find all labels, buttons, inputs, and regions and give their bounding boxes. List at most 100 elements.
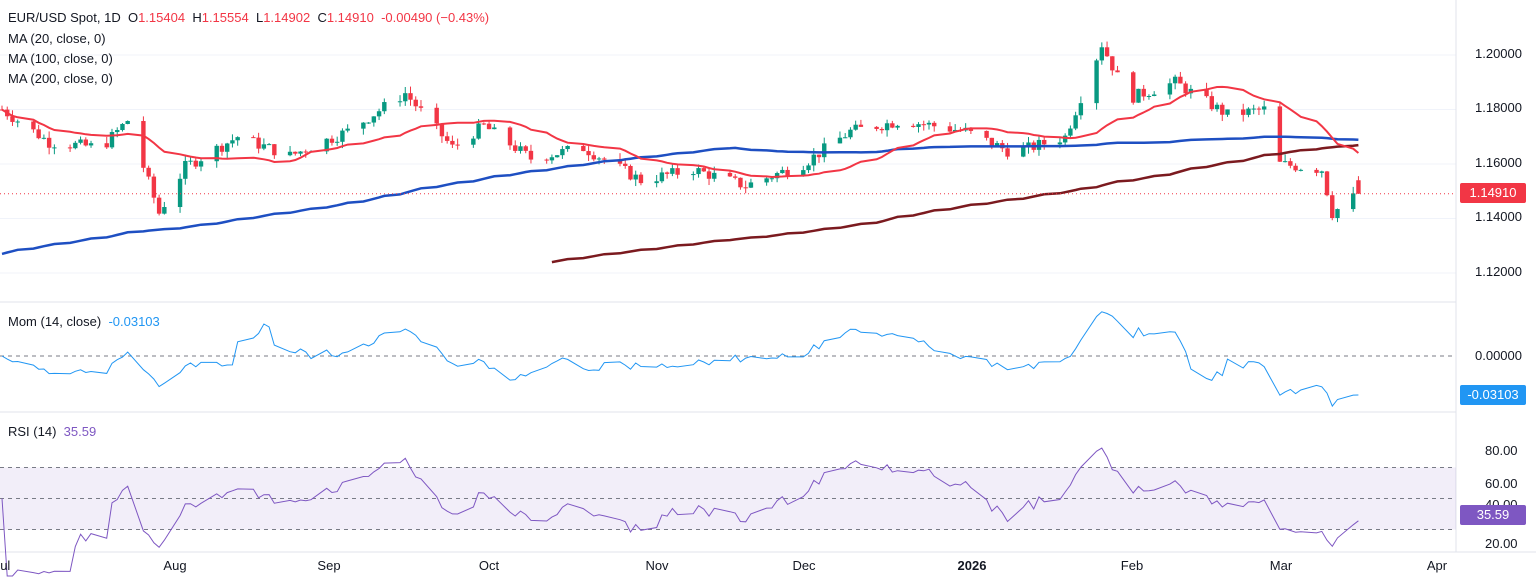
candle-body [1172,76,1178,84]
symbol-title: EUR/USD Spot, 1D [8,10,121,25]
candle-body [439,123,445,137]
candle-body [743,187,748,189]
candle-body [921,124,926,126]
candle-body [1094,60,1099,104]
candle-body [523,146,528,151]
candle-body [1314,169,1319,173]
candle-body [507,127,513,146]
rsi-value-legend: 35.59 [63,424,97,439]
candle-body [727,172,733,177]
candle-body [52,147,57,149]
mom-tick: 0.00000 [1475,348,1522,363]
rsi-legend: RSI (14) 35.59 [8,422,96,441]
mom-label: Mom (14, close) [8,314,102,329]
candle-body [706,171,712,179]
x-tick-oct: Oct [478,558,500,573]
candle-body [623,163,628,166]
candle-body [733,176,738,178]
candle-body [1277,106,1283,162]
candle-body [450,140,455,145]
candle-body [591,155,597,160]
candle-body [696,168,701,175]
candle-body [162,207,167,214]
candle-body [1183,83,1188,94]
low-value: 1.14902 [263,10,311,25]
candle-body [486,123,492,130]
candle-body [1068,128,1073,136]
candle-body [586,151,591,156]
candle-body [848,129,853,138]
price-tick: 1.16000 [1475,155,1522,170]
candle-body [926,122,932,125]
candle-body [884,123,890,131]
candle-body [1151,94,1157,97]
candle-body [151,176,157,198]
candle-body [596,158,602,160]
candle-body [1256,108,1262,110]
rsi-tick: 80.00 [1485,443,1518,458]
candle-body [324,138,329,152]
candle-body [455,144,460,146]
candle-body [1057,142,1063,145]
candle-body [1241,109,1246,115]
candle-body [801,170,806,177]
candle-body [1298,169,1304,171]
candle-body [413,99,418,107]
candle-body [434,107,439,124]
candle-body [565,146,570,150]
candle-body [513,145,518,151]
candle-body [1220,104,1225,115]
candle-body [188,160,193,162]
candle-body [382,102,387,112]
candle-body [1026,142,1031,148]
candle-body [581,146,586,152]
candle-body [303,151,308,153]
candle-body [345,128,350,131]
candle-body [1078,103,1084,116]
ma200-line [551,143,1359,264]
candle-body [444,136,450,141]
candle-body [675,168,680,175]
candle-body [73,142,78,149]
candle-body [1246,108,1251,115]
candle-body [822,143,827,158]
candle-body [874,126,879,129]
candle-body [1131,72,1136,103]
x-tick-apr: Apr [1426,558,1448,573]
candle-body [932,122,937,127]
rsi-tick: 60.00 [1485,476,1518,491]
rsi-line [1,447,1359,577]
candle-body [560,149,565,156]
ma100-label: MA (100, close, 0) [8,51,113,66]
high-value: 1.15554 [201,10,249,25]
close-value: 1.14910 [326,10,374,25]
candle-body [895,125,900,128]
candle-body [1110,56,1115,71]
x-tick-jul: Jul [0,558,11,573]
candle-body [1251,108,1256,110]
candle-body [403,93,408,102]
candle-body [1209,96,1214,110]
candle-body [1351,193,1356,210]
candle-body [806,165,811,171]
candle-body [853,124,858,130]
candle-body [492,127,497,130]
candle-body [235,137,240,141]
change-value: -0.00490 (−0.43%) [381,10,490,25]
candle-body [256,137,261,149]
candle-body [602,158,607,160]
candle-body [780,169,785,174]
candle-body [408,93,413,100]
candle-body [261,144,267,149]
x-tick-2026: 2026 [957,558,987,573]
candle-body [691,174,696,176]
candle-body [1021,147,1026,157]
candle-body [120,123,125,131]
candle-body [36,129,41,139]
candle-body [811,154,816,166]
candle-body [78,139,83,143]
candle-body [544,159,549,161]
candle-body [1356,180,1361,194]
candle-body [785,169,790,177]
